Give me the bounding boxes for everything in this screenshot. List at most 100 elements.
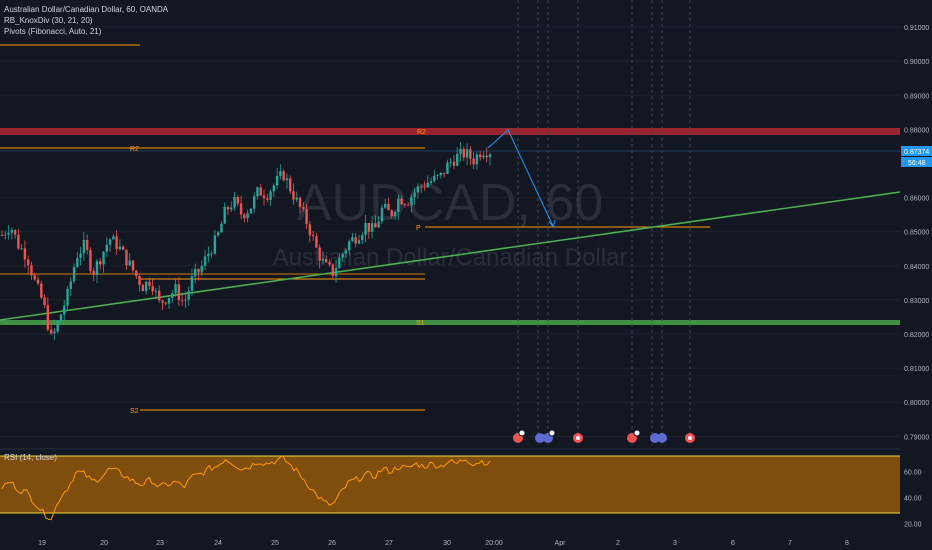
candle-body[interactable] (10, 229, 14, 233)
candle-body[interactable] (243, 214, 246, 219)
candle-body[interactable] (275, 175, 279, 186)
candle-body[interactable] (465, 149, 469, 158)
candle-body[interactable] (295, 197, 298, 200)
candle-body[interactable] (439, 172, 443, 176)
candle-body[interactable] (302, 207, 305, 209)
candle-body[interactable] (269, 191, 272, 200)
candle-body[interactable] (161, 300, 164, 303)
candle-body[interactable] (420, 186, 423, 188)
candle-body[interactable] (249, 208, 253, 214)
candle-body[interactable] (239, 203, 243, 215)
candle-body[interactable] (472, 158, 475, 165)
candle-body[interactable] (200, 265, 203, 273)
candle-body[interactable] (36, 279, 40, 284)
candle-body[interactable] (82, 239, 86, 254)
resistance-zone[interactable] (0, 128, 900, 135)
candle-body[interactable] (410, 197, 413, 206)
candle-body[interactable] (187, 290, 190, 300)
candle-body[interactable] (338, 257, 341, 269)
candle-body[interactable] (331, 264, 334, 277)
candle-body[interactable] (370, 223, 374, 232)
candle-body[interactable] (30, 265, 33, 276)
candle-body[interactable] (59, 314, 63, 322)
candle-body[interactable] (423, 186, 426, 188)
candle-body[interactable] (469, 149, 472, 159)
candle-body[interactable] (151, 286, 154, 292)
candle-body[interactable] (246, 213, 249, 219)
candle-body[interactable] (403, 204, 407, 206)
candle-body[interactable] (144, 281, 148, 292)
candle-body[interactable] (236, 197, 240, 204)
candle-body[interactable] (190, 276, 194, 291)
candle-body[interactable] (115, 236, 118, 250)
candle-body[interactable] (46, 305, 50, 330)
candle-body[interactable] (354, 237, 357, 244)
event-marker-3[interactable] (573, 433, 583, 443)
candle-body[interactable] (194, 269, 197, 277)
candle-body[interactable] (259, 187, 262, 196)
support-zone[interactable] (0, 320, 900, 325)
candle-body[interactable] (406, 204, 410, 206)
candle-body[interactable] (426, 182, 429, 188)
candle-body[interactable] (459, 148, 462, 154)
candle-body[interactable] (53, 331, 56, 334)
rsi-legend[interactable]: RSI (14, close) (4, 453, 57, 462)
candle-body[interactable] (89, 250, 92, 271)
candle-body[interactable] (23, 248, 27, 260)
candle-body[interactable] (92, 270, 95, 276)
projection-path[interactable] (487, 129, 554, 227)
candle-body[interactable] (56, 321, 59, 332)
candle-body[interactable] (43, 297, 46, 306)
candle-body[interactable] (357, 240, 361, 244)
candle-body[interactable] (347, 241, 351, 251)
candle-body[interactable] (374, 223, 377, 228)
legend-indicator-knoxdiv[interactable]: RB_KnoxDiv (30, 21, 20) (4, 16, 93, 25)
candle-body[interactable] (105, 244, 109, 252)
candle-body[interactable] (138, 275, 141, 285)
candle-body[interactable] (456, 153, 459, 166)
candle-body[interactable] (128, 260, 131, 266)
candle-body[interactable] (0, 235, 4, 236)
candle-body[interactable] (180, 300, 184, 301)
candle-body[interactable] (223, 206, 226, 224)
candle-body[interactable] (213, 235, 217, 254)
candle-body[interactable] (462, 148, 465, 158)
candle-body[interactable] (102, 251, 105, 265)
candle-body[interactable] (452, 161, 456, 166)
candle-body[interactable] (341, 253, 344, 258)
candle-body[interactable] (289, 178, 292, 192)
candle-body[interactable] (351, 237, 354, 242)
candle-body[interactable] (141, 284, 145, 292)
candle-body[interactable] (416, 186, 420, 193)
candle-body[interactable] (63, 305, 66, 315)
candle-body[interactable] (266, 198, 269, 200)
candle-body[interactable] (311, 235, 315, 237)
candle-body[interactable] (76, 258, 79, 268)
legend-symbol-title[interactable]: Australian Dollar/Canadian Dollar, 60, O… (4, 5, 169, 14)
candle-body[interactable] (177, 284, 181, 301)
candle-body[interactable] (478, 154, 482, 158)
candle-body[interactable] (377, 221, 380, 228)
candle-body[interactable] (135, 270, 138, 276)
candle-body[interactable] (318, 247, 321, 261)
price-axis[interactable] (900, 0, 932, 530)
candle-body[interactable] (429, 181, 433, 183)
candle-body[interactable] (400, 198, 403, 205)
candle-body[interactable] (40, 283, 43, 298)
candle-body[interactable] (95, 261, 99, 276)
candle-body[interactable] (17, 234, 20, 249)
candle-body[interactable] (167, 297, 171, 304)
candle-body[interactable] (292, 191, 295, 200)
candle-body[interactable] (121, 246, 125, 250)
candle-body[interactable] (315, 236, 318, 248)
candle-body[interactable] (4, 234, 7, 236)
candle-body[interactable] (252, 196, 256, 209)
event-marker-5[interactable] (650, 433, 667, 443)
candle-body[interactable] (158, 290, 161, 301)
candle-body[interactable] (397, 198, 400, 212)
candle-body[interactable] (383, 203, 387, 208)
candle-body[interactable] (66, 288, 69, 306)
candle-body[interactable] (197, 269, 200, 273)
candle-body[interactable] (446, 162, 449, 174)
